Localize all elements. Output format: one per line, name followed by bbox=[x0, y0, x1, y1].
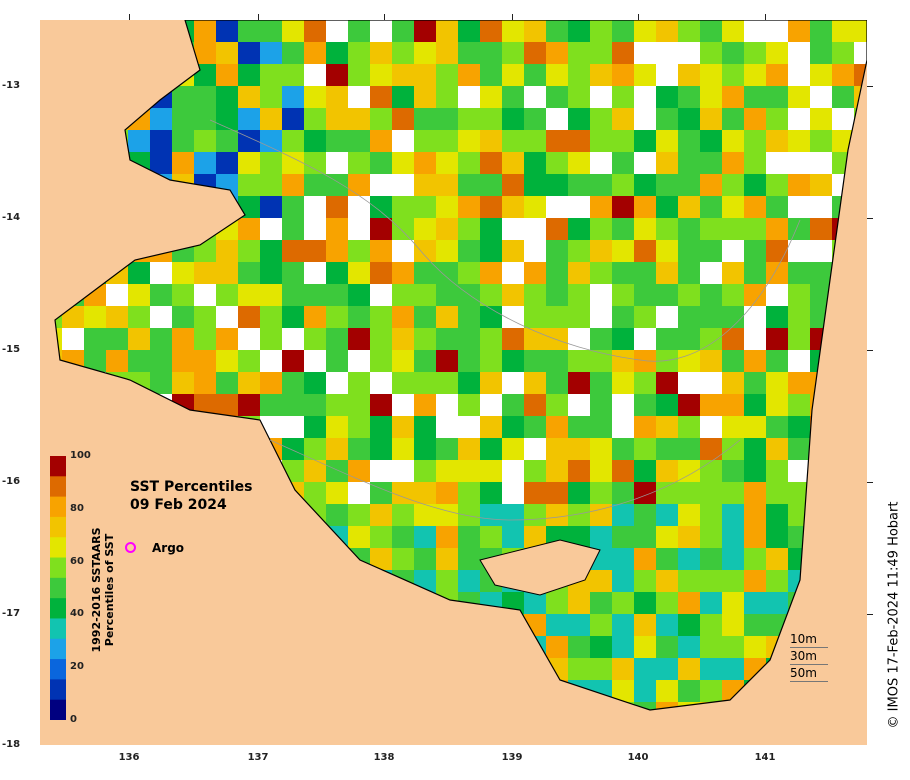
y-tick-label: -18 bbox=[2, 739, 21, 750]
y-tick-mark bbox=[867, 614, 873, 615]
x-tick-mark bbox=[384, 14, 385, 20]
y-tick-label: -17 bbox=[2, 608, 21, 619]
colorbar-segment bbox=[50, 577, 66, 599]
coastline bbox=[54, 20, 867, 711]
map-title: SST Percentiles 09 Feb 2024 bbox=[130, 478, 253, 514]
colorbar-segment bbox=[50, 659, 66, 680]
colorbar-segment bbox=[50, 618, 66, 640]
y-tick-label: -15 bbox=[2, 344, 21, 355]
x-tick-label: 141 bbox=[754, 752, 776, 763]
sea-surface-layer bbox=[54, 20, 867, 711]
colorbar-title-line2: Percentiles of SST bbox=[103, 533, 116, 647]
colorbar-tick-label: 80 bbox=[70, 503, 84, 514]
depth-contour-line bbox=[209, 119, 801, 362]
y-tick-label: -14 bbox=[2, 212, 21, 223]
island-land bbox=[479, 539, 601, 596]
colorbar-tick-label: 0 bbox=[70, 714, 77, 725]
colorbar-segment bbox=[50, 638, 66, 660]
y-tick-mark bbox=[867, 350, 873, 351]
x-tick-mark bbox=[258, 14, 259, 20]
x-tick-label: 138 bbox=[373, 752, 395, 763]
colorbar-title-line1: 1992-2016 SSTAARS bbox=[90, 527, 103, 653]
colorbar-segment bbox=[50, 699, 66, 720]
depth-10m: 10m bbox=[790, 631, 828, 648]
y-tick-mark bbox=[867, 218, 873, 219]
colorbar-segment bbox=[50, 598, 66, 619]
x-tick-label: 139 bbox=[501, 752, 523, 763]
colorbar-segment bbox=[50, 537, 66, 559]
y-tick-label: -16 bbox=[2, 476, 21, 487]
colorbar-tick-label: 100 bbox=[70, 450, 91, 461]
colorbar-title: 1992-2016 SSTAARS Percentiles of SST bbox=[90, 527, 116, 652]
argo-legend: Argo bbox=[125, 541, 184, 555]
x-tick-mark bbox=[129, 14, 130, 20]
argo-circle-icon bbox=[125, 542, 136, 553]
x-tick-label: 137 bbox=[247, 752, 269, 763]
colorbar-tick-label: 20 bbox=[70, 661, 84, 672]
depth-30m: 30m bbox=[790, 648, 828, 665]
colorbar-tick-label: 60 bbox=[70, 556, 84, 567]
colorbar-segment bbox=[50, 476, 66, 498]
depth-contour-line bbox=[269, 439, 741, 521]
colorbar-segment bbox=[50, 496, 66, 518]
x-tick-mark bbox=[765, 14, 766, 20]
depth-contour-legend: 10m 30m 50m bbox=[790, 631, 828, 682]
x-tick-mark bbox=[512, 14, 513, 20]
credit-text: © IMOS 17-Feb-2024 11:49 Hobart bbox=[886, 501, 902, 729]
x-tick-mark bbox=[638, 14, 639, 20]
colorbar-segment bbox=[50, 516, 66, 538]
colorbar-tick-label: 40 bbox=[70, 608, 84, 619]
y-tick-label: -13 bbox=[2, 80, 21, 91]
sst-percentile-map[interactable] bbox=[40, 20, 867, 745]
title-text: SST Percentiles bbox=[130, 479, 253, 495]
colorbar-segment bbox=[50, 557, 66, 579]
colorbar-segment bbox=[50, 679, 66, 701]
colorbar-segment bbox=[50, 456, 66, 477]
colorbar bbox=[50, 456, 66, 720]
x-tick-label: 136 bbox=[118, 752, 140, 763]
argo-label: Argo bbox=[152, 541, 185, 555]
x-tick-label: 140 bbox=[627, 752, 649, 763]
y-tick-mark bbox=[867, 482, 873, 483]
depth-50m: 50m bbox=[790, 665, 828, 682]
date-text: 09 Feb 2024 bbox=[130, 497, 227, 513]
y-tick-mark bbox=[867, 86, 873, 87]
